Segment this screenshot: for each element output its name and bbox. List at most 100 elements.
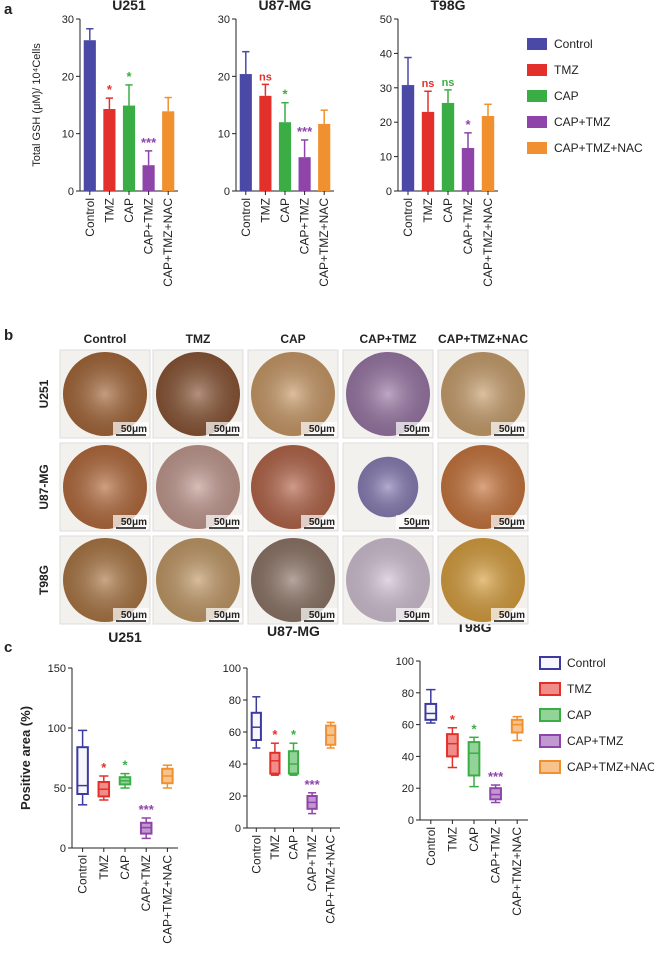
y-tick-label: 20 <box>229 791 241 803</box>
scale-bar-label: 50μm <box>121 517 147 528</box>
y-tick-label: 20 <box>62 71 74 83</box>
scale-bg <box>113 608 149 622</box>
significance: * <box>471 721 477 736</box>
legend-label: CAP+TMZ+NAC <box>567 760 654 774</box>
y-tick-label: 0 <box>235 823 241 835</box>
scale-bar-label: 50μm <box>121 424 147 435</box>
y-tick-label: 40 <box>229 759 241 771</box>
significance: * <box>465 117 471 132</box>
scale-bg <box>301 422 337 436</box>
x-tick-label: Control <box>424 827 438 866</box>
y-tick-label: 0 <box>224 186 230 198</box>
legend-swatch <box>539 708 561 722</box>
y-tick-label: 30 <box>62 14 74 26</box>
significance: * <box>122 758 128 773</box>
scale-bg <box>491 515 527 529</box>
y-tick-label: 30 <box>380 83 392 95</box>
y-tick-label: 80 <box>402 688 414 700</box>
y-tick-label: 20 <box>380 117 392 129</box>
scale-bg <box>396 515 432 529</box>
y-tick-label: 80 <box>229 695 241 707</box>
box <box>467 741 481 777</box>
significance: ns <box>259 71 272 83</box>
bar <box>83 40 96 191</box>
x-tick-label: CAP <box>118 855 132 880</box>
y-tick-label: 50 <box>380 14 392 26</box>
bar <box>481 116 495 191</box>
row-label: T98G <box>37 565 51 595</box>
y-tick-label: 0 <box>408 815 414 827</box>
scale-bg <box>206 422 242 436</box>
x-tick-label: CAP+TMZ <box>142 198 156 254</box>
spheroid-shade <box>346 352 430 436</box>
x-tick-label: CAP+TMZ <box>461 198 475 254</box>
spheroid-shade <box>156 538 240 622</box>
legend-label: Control <box>567 656 606 670</box>
legend-label: Control <box>554 37 593 51</box>
significance: *** <box>141 135 157 150</box>
scale-bg <box>113 515 149 529</box>
x-tick-label: TMZ <box>268 835 282 860</box>
x-tick-label: CAP <box>441 198 455 223</box>
scale-bg <box>206 608 242 622</box>
scale-bar-label: 50μm <box>499 517 525 528</box>
legend-swatch <box>527 116 547 128</box>
bar <box>421 111 435 191</box>
column-header: CAP+TMZ+NAC <box>438 332 528 346</box>
x-tick-label: CAP <box>122 198 136 223</box>
significance: *** <box>297 124 313 139</box>
x-tick-label: Control <box>239 198 253 237</box>
significance: * <box>101 760 107 775</box>
scale-bar-label: 50μm <box>404 424 430 435</box>
scale-bar-label: 50μm <box>121 610 147 621</box>
significance: * <box>107 82 113 97</box>
x-tick-label: Control <box>83 198 97 237</box>
x-tick-label: CAP <box>278 198 292 223</box>
scale-bg <box>301 608 337 622</box>
significance: * <box>282 87 288 102</box>
spheroid-shade <box>357 456 419 518</box>
scale-bg <box>396 608 432 622</box>
significance: * <box>272 727 278 742</box>
panel-label: a <box>4 1 13 18</box>
column-header: Control <box>84 332 127 346</box>
box <box>287 750 300 775</box>
scale-bg <box>113 422 149 436</box>
bar <box>401 85 415 191</box>
scale-bar-label: 50μm <box>309 424 335 435</box>
bar <box>461 148 475 191</box>
column-header: CAP <box>280 332 305 346</box>
chart-title: T98G <box>430 0 465 13</box>
chart-title: U251 <box>112 0 146 13</box>
y-tick-label: 20 <box>218 71 230 83</box>
y-tick-label: 60 <box>402 720 414 732</box>
legend-swatch <box>539 656 561 670</box>
row-label: U87-MG <box>37 464 51 509</box>
y-tick-label: 0 <box>60 843 66 855</box>
spheroid-shade <box>441 352 525 436</box>
scale-bar-label: 50μm <box>309 517 335 528</box>
y-tick-label: 0 <box>68 186 74 198</box>
spheroid-shade <box>251 445 335 529</box>
x-tick-label: CAP+TMZ <box>305 835 319 891</box>
scale-bg <box>396 422 432 436</box>
bar <box>162 111 175 191</box>
significance: * <box>126 69 132 84</box>
legend-swatch <box>527 90 547 102</box>
chart-title: U87-MG <box>259 0 312 13</box>
spheroid-shade <box>156 445 240 529</box>
significance: * <box>291 727 297 742</box>
scale-bar-label: 50μm <box>309 610 335 621</box>
x-tick-label: Control <box>76 855 90 894</box>
y-axis-label: Total GSH (μM)/ 10⁴Cells <box>31 43 43 167</box>
x-tick-label: CAP+TMZ <box>139 855 153 911</box>
y-tick-label: 0 <box>386 186 392 198</box>
box <box>269 751 281 775</box>
scale-bar-label: 50μm <box>404 517 430 528</box>
y-tick-label: 10 <box>62 129 74 141</box>
y-tick-label: 100 <box>223 663 241 675</box>
legend-label: CAP+TMZ <box>567 734 623 748</box>
x-tick-label: CAP+TMZ+NAC <box>510 827 524 916</box>
chart-title: U87-MG <box>267 623 320 639</box>
